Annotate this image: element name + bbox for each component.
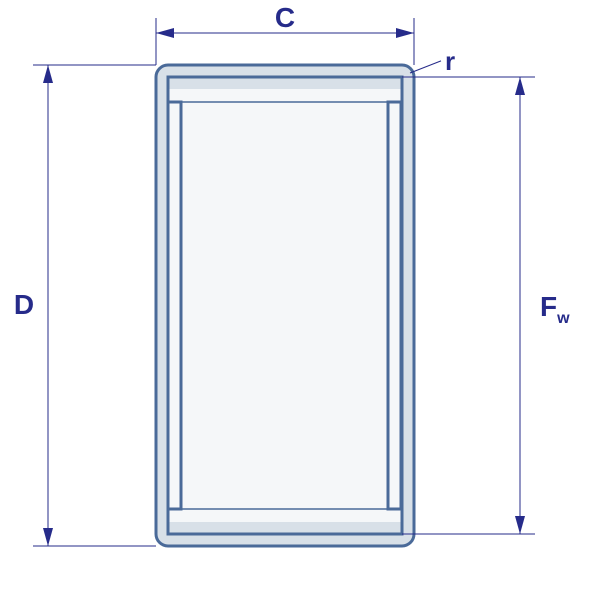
dim-c-label: C: [275, 2, 295, 33]
bearing-diagram: Cr D Fw: [0, 0, 600, 600]
dim-arrowhead: [156, 28, 174, 38]
dim-d-label: D: [14, 289, 34, 320]
dim-fw-label: Fw: [540, 291, 570, 327]
dim-r-label: r: [445, 46, 455, 76]
dim-arrowhead: [43, 528, 53, 546]
dim-arrowhead: [396, 28, 414, 38]
shade-top: [168, 77, 402, 89]
dim-arrowhead: [515, 77, 525, 95]
roller-left: [168, 102, 181, 509]
dim-r-leader: [410, 61, 441, 73]
dim-arrowhead: [515, 516, 525, 534]
shade-bottom: [168, 522, 402, 534]
roller-right: [388, 102, 401, 509]
inner-window: [168, 77, 402, 534]
dim-arrowhead: [43, 65, 53, 83]
bearing-section: [156, 65, 414, 546]
